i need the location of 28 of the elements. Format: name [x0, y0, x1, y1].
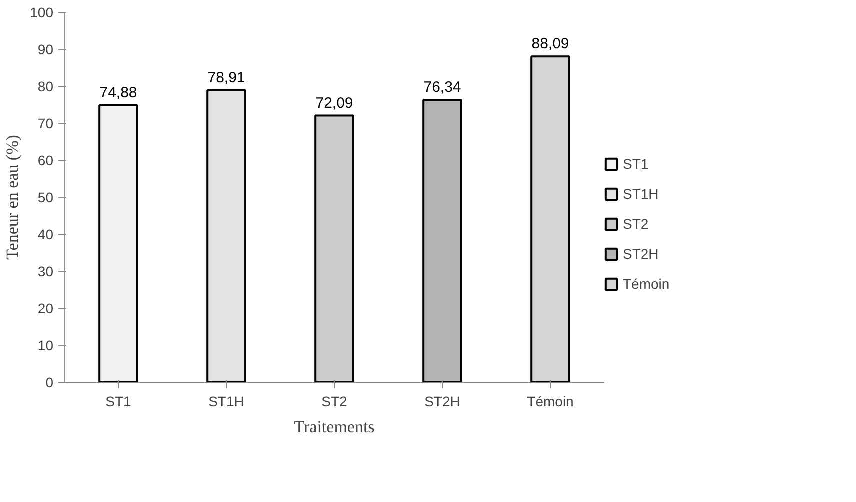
y-axis-title: Teneur en eau (%) [3, 135, 22, 260]
legend-label: ST1H [623, 186, 659, 202]
data-label: 76,34 [424, 79, 462, 96]
y-tick-label: 40 [38, 226, 54, 242]
data-label: 88,09 [532, 36, 570, 53]
y-tick-label: 0 [46, 374, 54, 390]
x-axis-title: Traitements [294, 418, 375, 436]
legend-label: Témoin [623, 276, 670, 292]
data-label: 72,09 [316, 94, 354, 112]
data-label: 78,91 [208, 70, 246, 87]
x-tick-label: ST2H [424, 394, 460, 410]
legend-label: ST2H [623, 246, 659, 262]
y-tick-label: 70 [38, 116, 54, 132]
x-tick-label: ST2 [322, 394, 348, 410]
x-tick-label: ST1H [208, 394, 244, 410]
y-tick-label: 30 [38, 264, 54, 280]
y-tick-label: 60 [38, 152, 54, 168]
y-tick-label: 90 [38, 42, 54, 58]
y-tick-label: 50 [38, 190, 54, 206]
data-label: 74,88 [100, 84, 138, 102]
legend-label: ST2 [623, 216, 649, 232]
x-tick-label: ST1 [106, 394, 132, 410]
x-tick-label: Témoin [527, 394, 574, 410]
legend-label: ST1 [623, 156, 649, 172]
y-tick-label: 80 [38, 78, 54, 94]
y-tick-label: 20 [38, 300, 54, 316]
y-tick-label: 10 [38, 338, 54, 354]
y-tick-label: 100 [30, 4, 54, 20]
